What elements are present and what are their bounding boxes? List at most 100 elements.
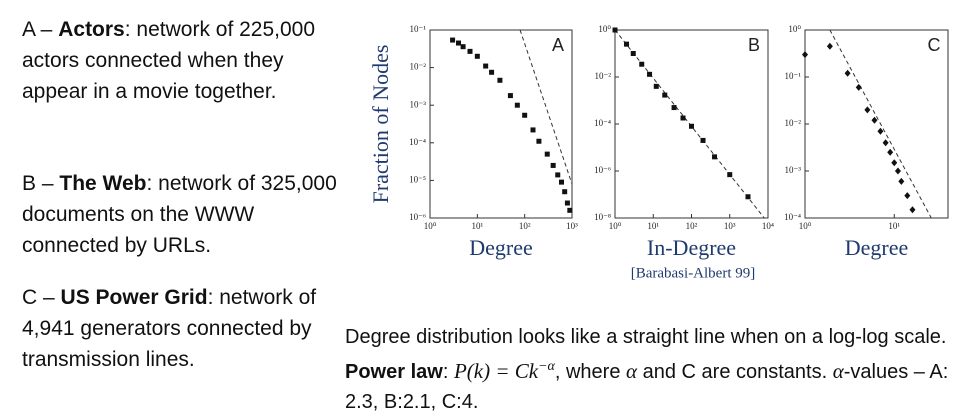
data-point — [544, 151, 550, 157]
data-point — [483, 63, 489, 69]
data-point — [489, 69, 495, 75]
summary-part: , where — [554, 361, 627, 383]
data-point — [877, 127, 884, 135]
desc-label: A – — [22, 18, 53, 41]
desc-label: B – — [22, 172, 54, 195]
y-tick-label: 10⁻⁶ — [594, 165, 611, 175]
desc-name: The Web — [59, 172, 147, 195]
data-point — [680, 115, 686, 121]
plot-frame — [804, 29, 949, 219]
x-axis-label: Degree — [845, 235, 909, 260]
citation: [Barabasi-Albert 99] — [631, 265, 756, 281]
data-point — [898, 177, 905, 185]
summary-part: -values – A: 2.3, B:2.1, C:4. — [345, 361, 949, 413]
data-point — [497, 77, 503, 83]
summary-part: P(k) = Ck — [453, 359, 539, 383]
y-axis-label: Fraction of Nodes — [368, 45, 393, 204]
summary-part: : — [442, 361, 454, 383]
desc-name: Actors — [58, 18, 125, 41]
data-point — [522, 112, 528, 118]
data-point — [662, 92, 668, 98]
summary: Degree distribution looks like a straigh… — [345, 322, 960, 417]
y-tick-label: 10⁻³ — [785, 165, 802, 175]
data-point — [887, 148, 894, 156]
data-point — [567, 207, 573, 213]
y-tick-label: 10⁻⁸ — [594, 212, 611, 222]
data-point — [555, 172, 561, 178]
data-point — [514, 102, 520, 108]
desc-text: : network of 225,000 actors connected wh… — [22, 18, 316, 103]
data-point — [647, 71, 653, 77]
data-point — [802, 51, 808, 59]
desc-name: US Power Grid — [60, 286, 208, 309]
data-point — [891, 159, 898, 167]
desc-text: : network of 4,941 generators connected … — [22, 286, 317, 371]
y-tick-label: 10⁻¹ — [410, 24, 427, 34]
data-point — [460, 44, 466, 50]
data-point — [558, 179, 564, 185]
data-point — [612, 27, 618, 33]
data-point — [455, 40, 461, 46]
data-point — [630, 51, 636, 56]
plot-frame — [429, 29, 573, 219]
fit-line — [829, 29, 932, 219]
data-point — [474, 53, 480, 59]
data-point — [712, 154, 718, 160]
y-tick-label: 10⁻² — [410, 62, 427, 72]
description: C – US Power Grid: network of 4,941 gene… — [22, 282, 347, 375]
data-point — [536, 138, 542, 144]
panel-label: B — [748, 35, 760, 55]
x-tick-label: 10² — [686, 221, 698, 231]
y-tick-label: 10⁻² — [595, 71, 612, 81]
x-tick-label: 10² — [519, 221, 531, 231]
y-tick-label: 10⁻² — [785, 118, 802, 128]
x-tick-label: 10⁰ — [799, 221, 812, 231]
x-tick-label: 10⁰ — [424, 221, 437, 231]
y-tick-label: 10⁻⁴ — [784, 212, 801, 222]
data-point — [904, 192, 911, 200]
x-axis-label: In-Degree — [647, 235, 736, 260]
panel-label: C — [928, 35, 941, 55]
y-tick-label: 10⁻⁶ — [409, 212, 426, 222]
data-point — [871, 116, 878, 124]
data-point — [530, 127, 536, 133]
y-tick-label: 10⁻³ — [410, 99, 427, 109]
summary-part: α — [832, 359, 844, 383]
data-point — [855, 83, 862, 91]
x-tick-label: 10¹ — [888, 221, 900, 231]
data-point — [700, 137, 706, 143]
x-tick-label: 10³ — [724, 221, 736, 231]
y-tick-label: 10⁻¹ — [785, 71, 802, 81]
x-tick-label: 10¹ — [471, 221, 483, 231]
data-point — [909, 206, 916, 214]
fit-line — [519, 29, 573, 185]
data-point — [564, 200, 570, 206]
summary-part: −α — [538, 359, 555, 374]
data-point — [882, 139, 889, 147]
summary-part: and C are constants. — [637, 361, 833, 383]
description: B – The Web: network of 325,000 document… — [22, 168, 347, 261]
data-point — [727, 172, 733, 178]
data-point — [689, 123, 694, 129]
data-point — [624, 41, 630, 47]
x-tick-label: 10⁴ — [762, 221, 774, 231]
description: A – Actors: network of 225,000 actors co… — [22, 14, 347, 107]
data-point — [450, 37, 456, 43]
data-point — [864, 106, 871, 114]
y-tick-label: 10⁰ — [788, 24, 801, 34]
summary-part: Power law — [345, 361, 443, 383]
data-point — [745, 194, 751, 200]
panel-label: A — [552, 35, 564, 55]
data-point — [467, 48, 473, 54]
y-tick-label: 10⁰ — [598, 24, 611, 34]
desc-label: C – — [22, 286, 55, 309]
summary-part: Degree distribution looks like a straigh… — [345, 326, 947, 348]
y-tick-label: 10⁻⁵ — [409, 174, 426, 184]
y-tick-label: 10⁻⁴ — [409, 137, 426, 147]
desc-text: : network of 325,000 documents on the WW… — [22, 172, 337, 257]
data-point — [507, 93, 513, 99]
x-axis-label: Degree — [469, 235, 533, 260]
data-point — [639, 61, 645, 67]
